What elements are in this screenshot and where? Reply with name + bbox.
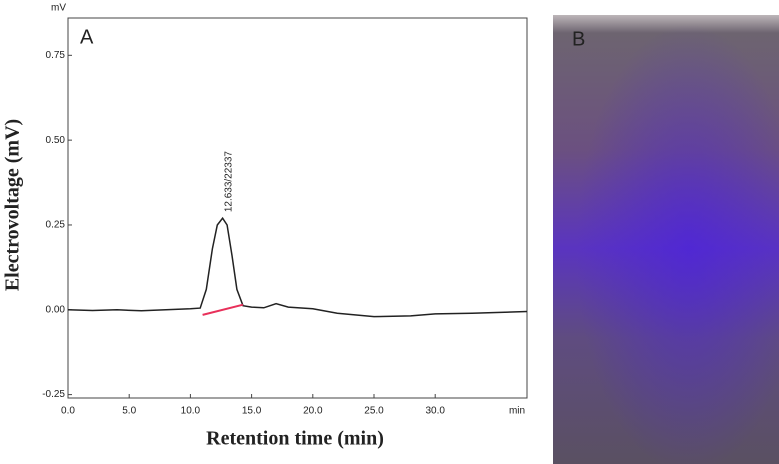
chromatogram-line [202,303,244,316]
plot-frame [67,17,528,399]
x-tick-label: 20.0 [303,406,323,417]
chromatogram-line [67,216,528,318]
y-tick-label: 0.00 [46,304,66,315]
y-unit: mV [51,3,66,14]
x-tick-label: 5.0 [122,406,136,417]
y-tick-label: 0.50 [46,135,66,146]
x-tick-label: 25.0 [364,406,384,417]
x-tick-label: 10.0 [181,406,201,417]
x-unit: min [509,406,525,417]
y-axis-label: Electrovoltage (mV) [2,119,24,291]
y-tick-label: -0.25 [42,389,65,400]
x-tick-label: 15.0 [242,406,262,417]
y-tick-label: 0.75 [46,50,66,61]
gel-glow [553,15,779,464]
x-axis-label: Retention time (min) [206,428,384,450]
y-tick-label: 0.25 [46,220,66,231]
panel-label: A [80,26,94,48]
peak-annotation: 12.633/22337 [223,151,234,213]
x-tick-label: 0.0 [61,406,75,417]
panel-label: B [572,28,585,50]
x-tick-label: 30.0 [425,406,445,417]
